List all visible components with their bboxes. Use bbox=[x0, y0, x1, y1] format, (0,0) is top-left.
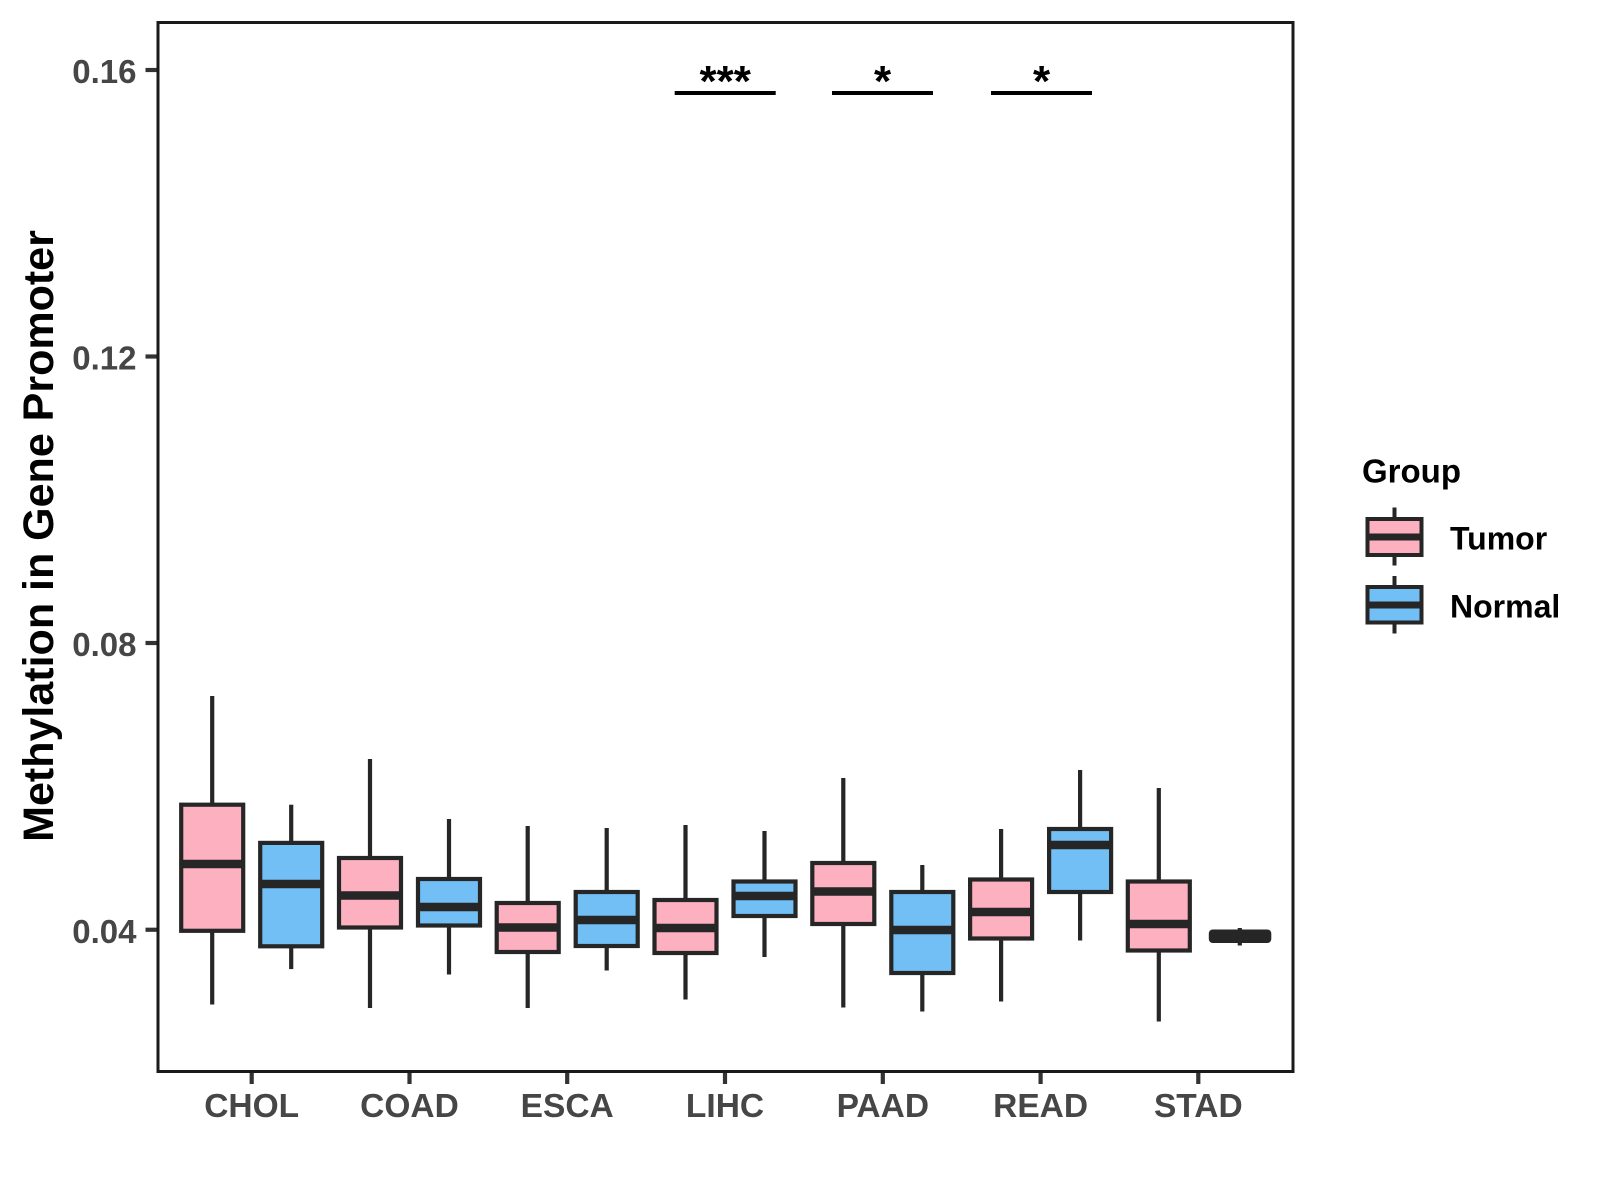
svg-text:*: * bbox=[874, 57, 892, 106]
svg-text:Methylation in Gene Promoter: Methylation in Gene Promoter bbox=[15, 230, 63, 842]
svg-text:ESCA: ESCA bbox=[521, 1088, 614, 1125]
svg-text:0.08: 0.08 bbox=[72, 626, 136, 663]
svg-text:*: * bbox=[1033, 57, 1051, 106]
svg-text:READ: READ bbox=[993, 1088, 1088, 1125]
svg-text:STAD: STAD bbox=[1154, 1088, 1243, 1125]
svg-text:Tumor: Tumor bbox=[1450, 521, 1547, 557]
svg-text:CHOL: CHOL bbox=[204, 1088, 299, 1125]
svg-text:0.12: 0.12 bbox=[72, 340, 136, 377]
svg-text:Group: Group bbox=[1362, 453, 1461, 490]
svg-text:0.16: 0.16 bbox=[72, 53, 136, 90]
svg-text:COAD: COAD bbox=[360, 1088, 459, 1125]
svg-text:PAAD: PAAD bbox=[837, 1088, 929, 1125]
svg-text:Normal: Normal bbox=[1450, 589, 1560, 625]
svg-text:LIHC: LIHC bbox=[686, 1088, 764, 1125]
svg-text:***: *** bbox=[700, 57, 752, 106]
svg-text:0.04: 0.04 bbox=[72, 913, 137, 950]
